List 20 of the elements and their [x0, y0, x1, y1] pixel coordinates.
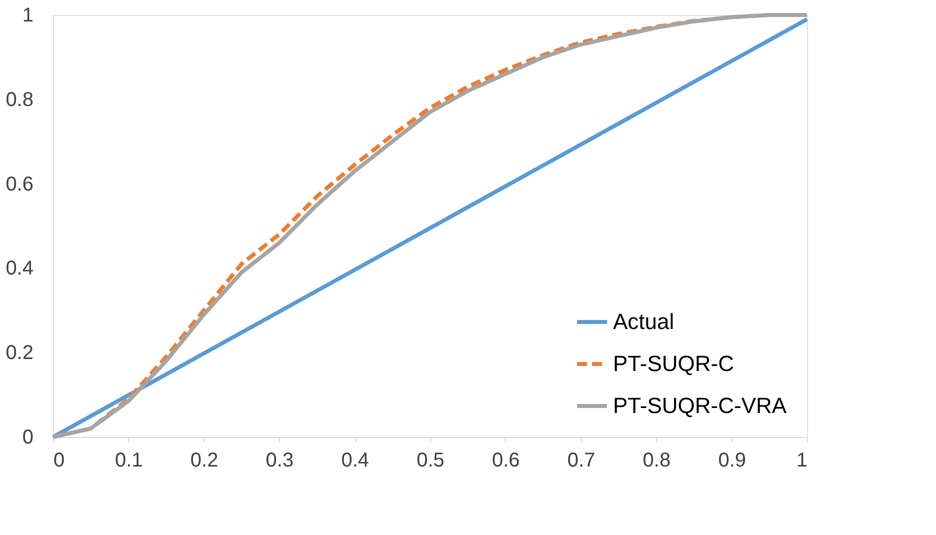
- y-tick-label: 0.8: [6, 88, 34, 111]
- y-tick-label: 0.6: [6, 173, 34, 196]
- y-tick-label: 0.4: [6, 258, 34, 280]
- x-tick-label: 0.7: [567, 450, 596, 472]
- x-tick-label: 1: [796, 450, 808, 472]
- x-tick-label: 0.1: [114, 450, 143, 472]
- x-tick-label: 0.5: [416, 450, 444, 472]
- x-tick-label: 0.9: [718, 450, 746, 472]
- legend-label: PT-SUQR-C-VRA: [613, 393, 787, 418]
- x-tick-label: 0.6: [492, 450, 520, 472]
- y-tick-label: 0.2: [6, 342, 34, 364]
- y-tick-label: 1: [22, 4, 34, 26]
- x-tick-label: 0.3: [266, 450, 294, 472]
- x-tick-label: 0.4: [341, 450, 370, 472]
- legend-label: PT-SUQR-C: [613, 351, 734, 376]
- x-tick-label: 0.2: [190, 450, 218, 472]
- y-tick-label: 0: [22, 426, 34, 448]
- legend-label: Actual: [613, 309, 674, 334]
- x-tick-label: 0.8: [642, 450, 671, 472]
- x-tick-label: 0: [54, 450, 65, 472]
